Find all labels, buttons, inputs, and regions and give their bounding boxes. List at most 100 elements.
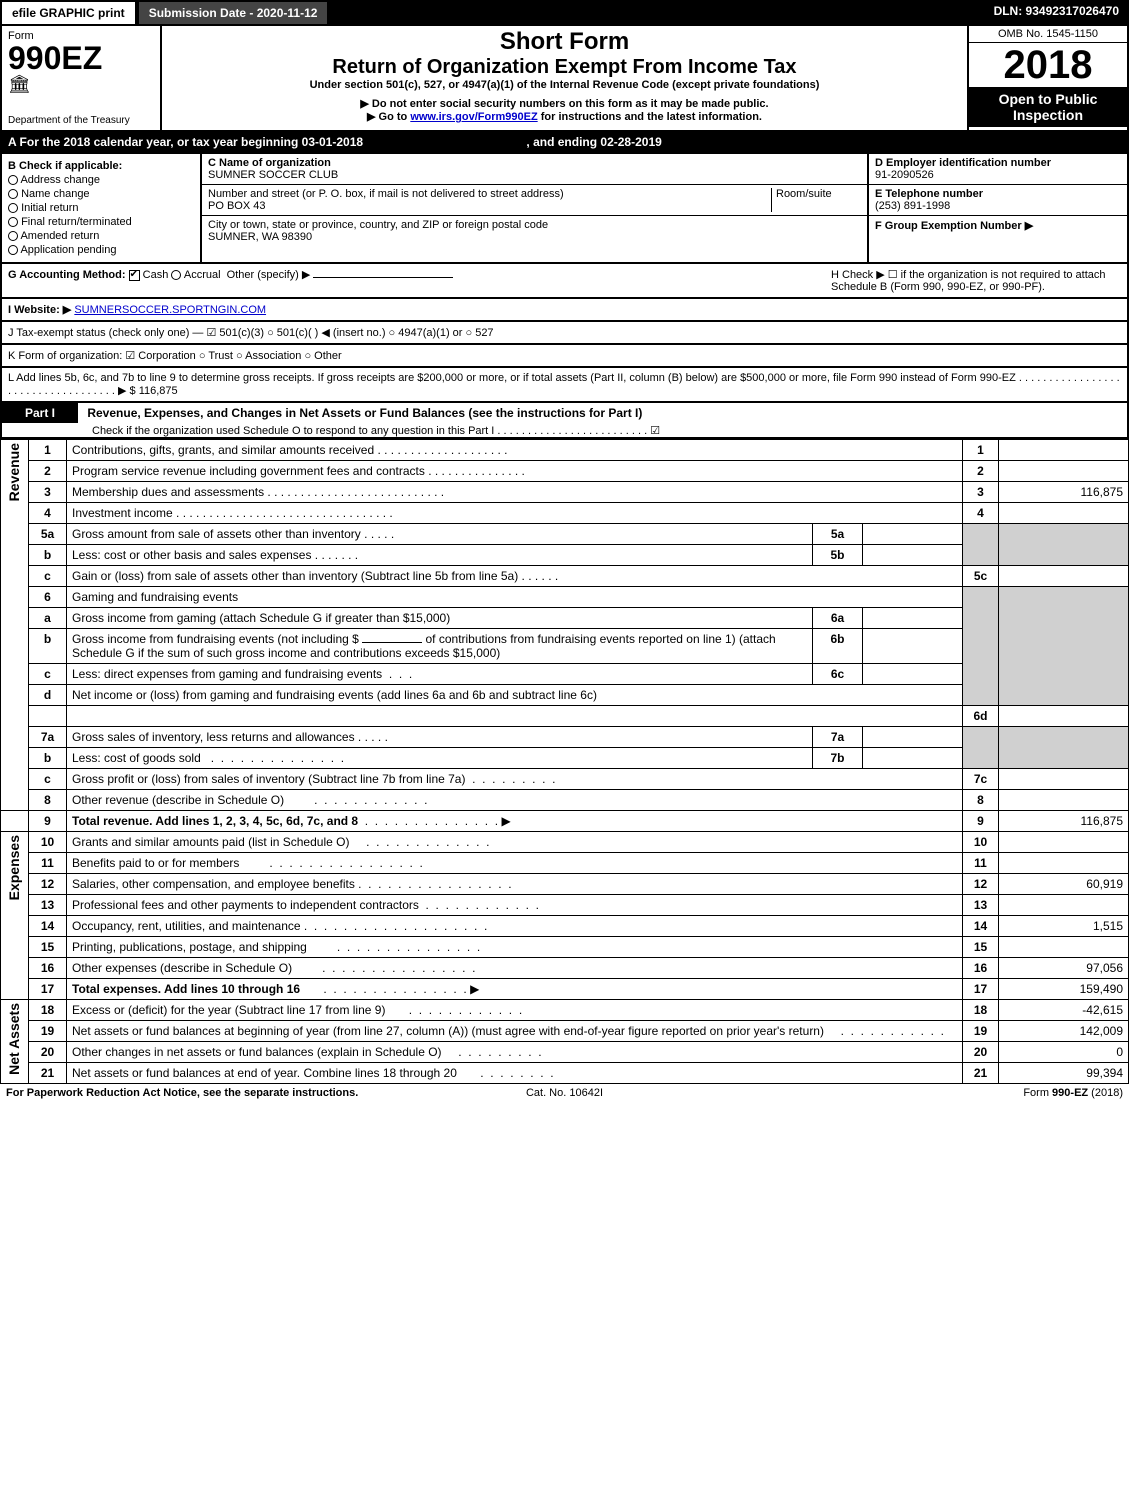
section-b-label: B Check if applicable: [8, 160, 122, 172]
amt-16: 97,056 [999, 958, 1129, 979]
chk-initial-return[interactable] [8, 203, 18, 213]
line-6a: Gross income from gaming (attach Schedul… [67, 608, 813, 629]
amt-3: 116,875 [999, 482, 1129, 503]
ein-value: 91-2090526 [875, 169, 934, 181]
org-address: PO BOX 43 [208, 200, 771, 212]
revenue-side-label: Revenue [6, 443, 22, 501]
opt-name-change: Name change [21, 188, 90, 200]
form-title: Return of Organization Exempt From Incom… [168, 56, 961, 79]
opt-initial-return: Initial return [21, 202, 78, 214]
room-suite-label: Room/suite [771, 188, 861, 212]
chk-name-change[interactable] [8, 189, 18, 199]
line-6: Gaming and fundraising events [67, 587, 963, 608]
form-number: 990EZ [8, 42, 154, 74]
ein-label: D Employer identification number [875, 157, 1051, 169]
org-name-label: C Name of organization [208, 157, 331, 169]
org-info-block: B Check if applicable: Address change Na… [0, 154, 1129, 264]
treasury-seal-icon: 🏛 [8, 74, 154, 95]
org-name: SUMNER SOCCER CLUB [208, 169, 861, 181]
accounting-method-label: G Accounting Method: [8, 269, 126, 281]
opt-final-return: Final return/terminated [21, 216, 132, 228]
opt-amended-return: Amended return [20, 230, 99, 242]
row-i: I Website: ▶ SUMNERSOCCER.SPORTNGIN.COM [0, 299, 1129, 322]
header-center: Short Form Return of Organization Exempt… [162, 26, 967, 130]
section-h: H Check ▶ ☐ if the organization is not r… [821, 268, 1121, 293]
amt-1 [999, 440, 1129, 461]
line-8: Other revenue (describe in Schedule O) .… [67, 790, 963, 811]
line-6d: Net income or (loss) from gaming and fun… [67, 685, 963, 706]
submission-date-label: Submission Date - 2020-11-12 [137, 0, 330, 26]
opt-application-pending: Application pending [20, 244, 116, 256]
line-6b: Gross income from fundraising events (no… [67, 629, 813, 664]
dept-label: Department of the Treasury [8, 115, 154, 126]
expenses-side-label: Expenses [6, 835, 22, 900]
period-begin: A For the 2018 calendar year, or tax yea… [8, 135, 363, 149]
section-d-e-f: D Employer identification number 91-2090… [867, 154, 1127, 262]
org-city: SUMNER, WA 98390 [208, 231, 861, 243]
addr-label: Number and street (or P. O. box, if mail… [208, 188, 771, 200]
footer-center: Cat. No. 10642I [378, 1087, 750, 1099]
footer-left: For Paperwork Reduction Act Notice, see … [6, 1087, 378, 1099]
chk-final-return[interactable] [8, 217, 18, 227]
group-exemption-label: F Group Exemption Number ▶ [875, 220, 1033, 232]
form-header: Form 990EZ 🏛 Department of the Treasury … [0, 26, 1129, 132]
line-17: Total expenses. Add lines 10 through 16 … [67, 979, 963, 1000]
inspection-badge: Open to Public Inspection [969, 87, 1127, 127]
tax-exempt-status: J Tax-exempt status (check only one) — ☑… [8, 327, 494, 339]
amt-14: 1,515 [999, 916, 1129, 937]
omb-number: OMB No. 1545-1150 [969, 26, 1127, 43]
website-label: I Website: ▶ [8, 304, 71, 316]
form-id-block: Form 990EZ 🏛 Department of the Treasury [2, 26, 162, 130]
section-b: B Check if applicable: Address change Na… [2, 154, 202, 262]
line-16: Other expenses (describe in Schedule O) … [67, 958, 963, 979]
amt-9: 116,875 [999, 811, 1129, 832]
other-specify-input[interactable] [313, 277, 453, 278]
line-21: Net assets or fund balances at end of ye… [67, 1063, 963, 1084]
dln-label: DLN: 93492317026470 [984, 0, 1129, 26]
form-subtitle: Under section 501(c), 527, or 4947(a)(1)… [168, 79, 961, 91]
line-20: Other changes in net assets or fund bala… [67, 1042, 963, 1063]
tax-year: 2018 [969, 43, 1127, 87]
amt-18: -42,615 [999, 1000, 1129, 1021]
line-5a: Gross amount from sale of assets other t… [67, 524, 813, 545]
line-19: Net assets or fund balances at beginning… [67, 1021, 963, 1042]
line-15: Printing, publications, postage, and shi… [67, 937, 963, 958]
spacer [329, 0, 983, 26]
chk-cash[interactable] [129, 270, 140, 281]
netassets-side-label: Net Assets [6, 1003, 22, 1075]
opt-address-change: Address change [20, 174, 100, 186]
line-6c: Less: direct expenses from gaming and fu… [67, 664, 813, 685]
row-j: J Tax-exempt status (check only one) — ☑… [0, 322, 1129, 345]
row-l: L Add lines 5b, 6c, and 7b to line 9 to … [0, 368, 1129, 403]
line-4: Investment income . . . . . . . . . . . … [67, 503, 963, 524]
top-bar: efile GRAPHIC print Submission Date - 20… [0, 0, 1129, 26]
lines-table: Revenue 1Contributions, gifts, grants, a… [0, 439, 1129, 1084]
header-right: OMB No. 1545-1150 2018 Open to Public In… [967, 26, 1127, 130]
chk-amended-return[interactable] [8, 231, 18, 241]
amt-12: 60,919 [999, 874, 1129, 895]
chk-address-change[interactable] [8, 175, 18, 185]
chk-application-pending[interactable] [8, 245, 18, 255]
amt-20: 0 [999, 1042, 1129, 1063]
line-13: Professional fees and other payments to … [67, 895, 963, 916]
tel-label: E Telephone number [875, 188, 983, 200]
website-link[interactable]: SUMNERSOCCER.SPORTNGIN.COM [74, 304, 266, 316]
line-18: Excess or (deficit) for the year (Subtra… [67, 1000, 963, 1021]
part-1-check: Check if the organization used Schedule … [2, 425, 660, 437]
chk-accrual[interactable] [171, 270, 181, 280]
page-footer: For Paperwork Reduction Act Notice, see … [0, 1084, 1129, 1102]
city-label: City or town, state or province, country… [208, 219, 861, 231]
form-of-org: K Form of organization: ☑ Corporation ○ … [8, 350, 342, 362]
irs-link[interactable]: www.irs.gov/Form990EZ [410, 111, 537, 123]
opt-accrual: Accrual [184, 269, 221, 281]
amt-17: 159,490 [999, 979, 1129, 1000]
section-c: C Name of organization SUMNER SOCCER CLU… [202, 154, 867, 262]
line-5c: Gain or (loss) from sale of assets other… [67, 566, 963, 587]
part-1-badge: Part I [2, 403, 78, 423]
opt-other: Other (specify) ▶ [227, 269, 311, 281]
amt-21: 99,394 [999, 1063, 1129, 1084]
ssn-warning: ▶ Do not enter social security numbers o… [168, 97, 961, 110]
line-7b: Less: cost of goods sold . . . . . . . .… [67, 748, 813, 769]
efile-print-button[interactable]: efile GRAPHIC print [0, 0, 137, 26]
opt-cash: Cash [143, 269, 169, 281]
